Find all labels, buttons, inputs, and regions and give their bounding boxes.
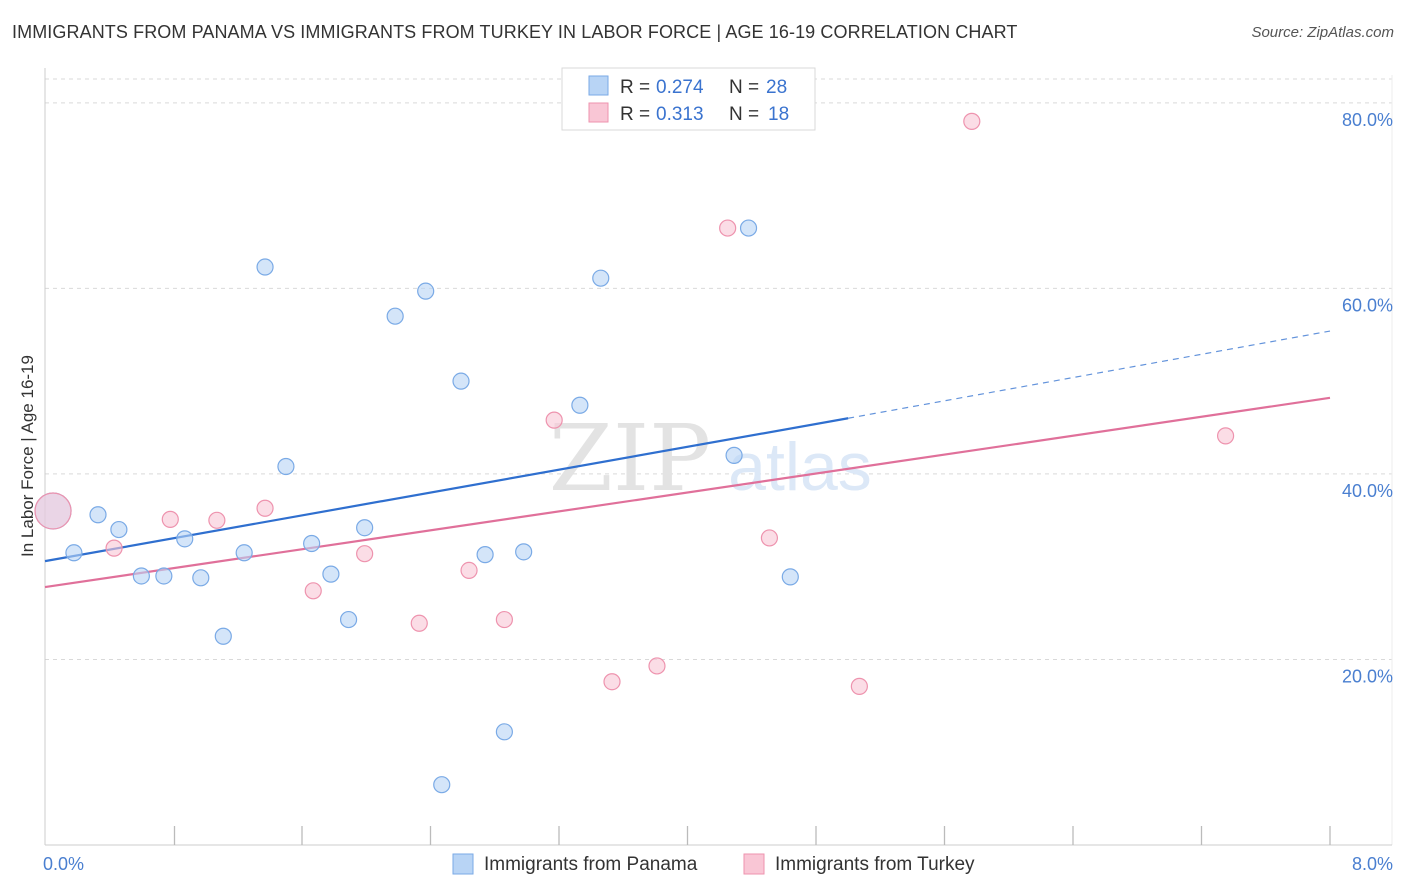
point-panama: [277, 457, 295, 476]
legend-n-value: 28: [766, 77, 787, 98]
point-turkey: [256, 499, 274, 517]
source-label: Source: ZipAtlas.com: [1251, 24, 1394, 41]
point-panama: [571, 396, 589, 414]
bottom-legend-swatch-turkey: [743, 853, 765, 875]
legend-r-value: 0.274: [656, 77, 704, 98]
point-turkey: [460, 561, 478, 579]
point-panama: [235, 544, 253, 562]
bottom-legend-label-panama: Immigrants from Panama: [484, 854, 698, 875]
y-axis-title: In Labor Force | Age 16-19: [18, 355, 37, 557]
trend-line-turkey: [44, 396, 1331, 589]
point-turkey: [963, 112, 981, 130]
legend-r-value: 0.313: [656, 104, 704, 125]
point-panama: [452, 372, 470, 390]
point-panama: [739, 219, 758, 237]
point-panama: [433, 776, 451, 794]
point-turkey: [545, 411, 563, 429]
point-panama: [192, 569, 210, 587]
point-panama: [303, 534, 321, 553]
point-panama: [386, 307, 404, 325]
x-tick-labels: 0.0% 8.0%: [43, 854, 1393, 874]
point-turkey: [495, 610, 513, 629]
point-turkey: [34, 492, 72, 530]
point-turkey: [208, 511, 226, 529]
y-tick-label: 40.0%: [1342, 481, 1393, 501]
point-panama: [515, 543, 533, 561]
point-panama: [176, 530, 194, 548]
bottom-legend-swatch-panama: [452, 853, 474, 875]
point-turkey: [304, 582, 322, 600]
point-panama: [476, 546, 494, 564]
point-turkey: [161, 510, 179, 528]
legend-swatch-turkey: [588, 102, 609, 123]
point-panama: [132, 567, 150, 585]
point-panama: [155, 567, 173, 585]
y-tick-labels: 20.0% 40.0% 60.0% 80.0%: [1342, 110, 1393, 687]
watermark-atlas: atlas: [728, 429, 872, 505]
trend-line-panama-extension: [848, 330, 1331, 419]
watermark-zip: ZIP: [549, 405, 711, 512]
point-turkey: [850, 677, 868, 695]
watermark: ZIP atlas: [549, 405, 872, 512]
legend-n-label: N =: [729, 77, 759, 98]
chart-title: IMMIGRANTS FROM PANAMA VS IMMIGRANTS FRO…: [12, 22, 1018, 42]
data-points: [34, 112, 1235, 794]
point-panama: [781, 568, 799, 586]
point-panama: [495, 723, 513, 741]
point-turkey: [603, 673, 621, 691]
point-panama: [322, 565, 340, 583]
legend-n-value: 18: [768, 104, 789, 125]
legend-r-label: R =: [620, 104, 650, 125]
point-turkey: [760, 529, 779, 547]
x-tick-label: 0.0%: [43, 854, 84, 874]
point-panama: [214, 627, 232, 645]
y-tick-label: 80.0%: [1342, 110, 1393, 130]
point-panama: [110, 520, 128, 539]
point-panama: [592, 269, 610, 287]
point-panama: [65, 544, 83, 562]
point-panama: [725, 446, 743, 464]
point-turkey: [410, 614, 428, 632]
point-turkey: [105, 539, 123, 557]
x-tick-label: 8.0%: [1352, 854, 1393, 874]
legend-box: R = 0.274 N = 28 R = 0.313 N = 18: [561, 67, 816, 131]
bottom-legend-label-turkey: Immigrants from Turkey: [775, 854, 975, 875]
point-panama: [356, 519, 374, 537]
y-tick-label: 60.0%: [1342, 295, 1393, 315]
y-tick-label: 20.0%: [1342, 666, 1393, 686]
point-turkey: [648, 657, 666, 675]
point-panama: [89, 506, 107, 524]
point-turkey: [1216, 427, 1235, 445]
legend-r-label: R =: [620, 77, 650, 98]
point-turkey: [356, 545, 374, 563]
point-panama: [339, 610, 358, 629]
axes: [44, 68, 1392, 846]
legend-n-label: N =: [729, 104, 759, 125]
bottom-legend: Immigrants from Panama Immigrants from T…: [452, 853, 975, 875]
point-panama: [256, 258, 274, 276]
point-turkey: [719, 219, 737, 237]
grid: [45, 75, 1393, 845]
legend-swatch-panama: [588, 75, 609, 96]
point-panama: [417, 282, 435, 300]
